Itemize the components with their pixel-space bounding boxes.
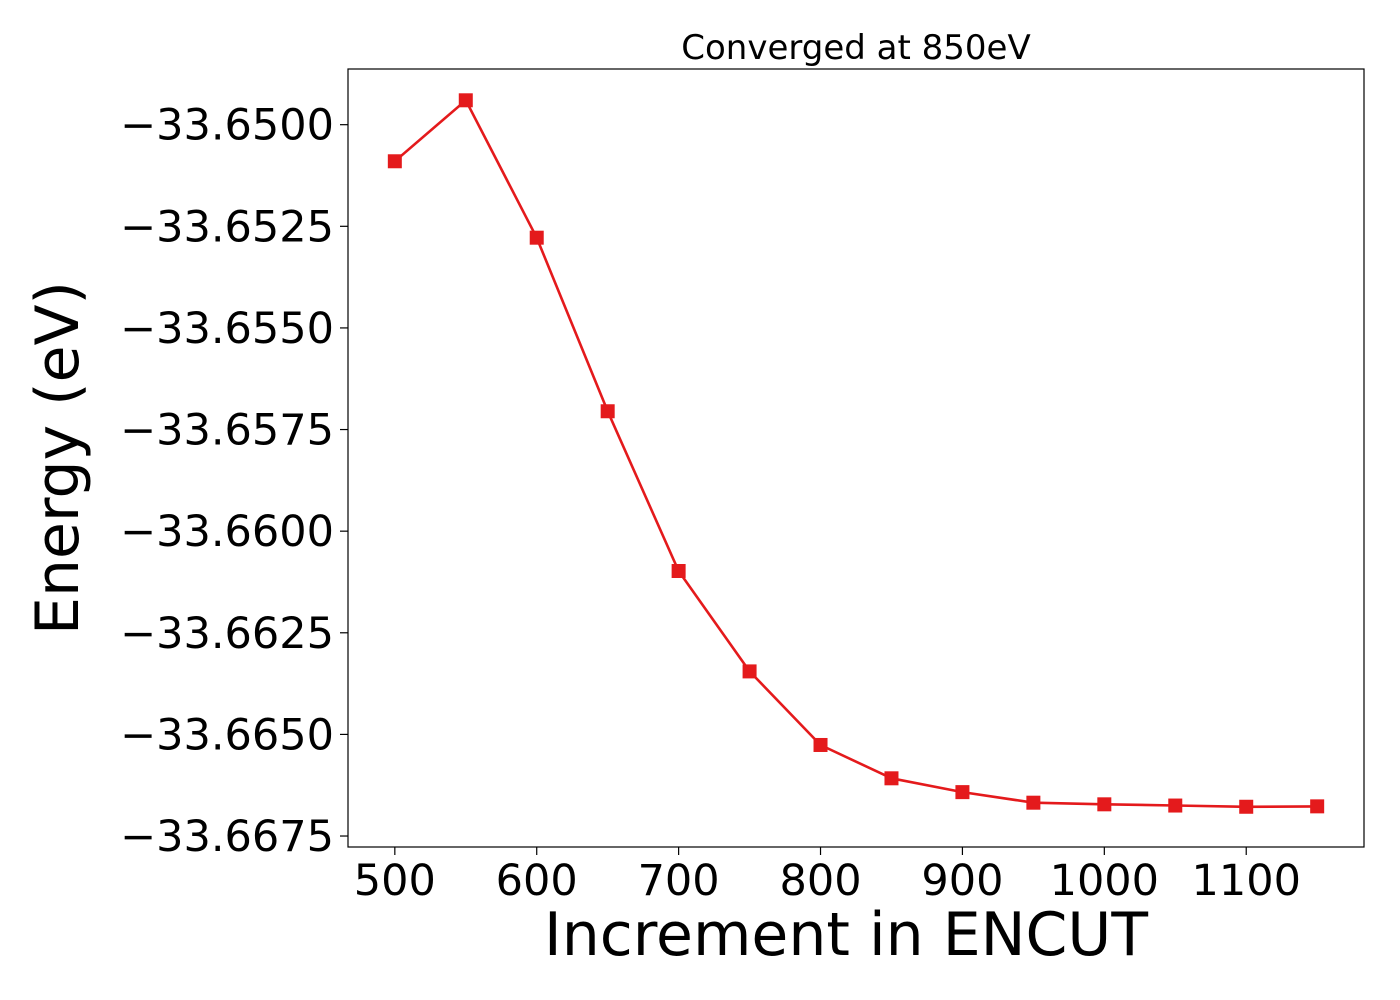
y-tick-label: −33.6525 xyxy=(120,202,334,252)
data-point-marker xyxy=(458,93,473,108)
y-tick-label: −33.6675 xyxy=(120,812,334,862)
y-tick-label: −33.6550 xyxy=(120,304,334,354)
x-tick-label: 1000 xyxy=(1050,856,1159,906)
plot-area xyxy=(347,68,1365,848)
x-tick-label: 900 xyxy=(921,856,1003,906)
data-point-marker xyxy=(955,785,970,800)
data-point-marker xyxy=(1026,795,1041,810)
series-line xyxy=(393,99,1318,809)
data-point-marker xyxy=(1097,797,1112,812)
data-point-marker xyxy=(600,404,615,419)
data-point-marker xyxy=(742,664,757,679)
data-point-marker xyxy=(387,154,402,169)
y-tick-label: −33.6575 xyxy=(120,406,334,456)
data-point-marker xyxy=(813,737,828,752)
data-point-marker xyxy=(671,564,686,579)
data-point-marker xyxy=(884,771,899,786)
x-tick-label: 500 xyxy=(354,856,436,906)
data-point-marker xyxy=(1168,798,1183,813)
x-tick-label: 800 xyxy=(779,856,861,906)
y-axis-label: Energy (eV) xyxy=(23,281,93,635)
x-tick-label: 600 xyxy=(496,856,578,906)
y-tick-label: −33.6600 xyxy=(120,507,334,557)
data-point-marker xyxy=(529,230,544,245)
x-axis: 500 600 700 800 900 1000 1100 xyxy=(354,847,1301,906)
x-axis-label: Increment in ENCUT xyxy=(544,900,1148,970)
data-point-marker xyxy=(1239,799,1254,814)
y-tick-label: −33.6625 xyxy=(120,609,334,659)
y-tick-label: −33.6650 xyxy=(120,710,334,760)
series-group xyxy=(387,93,1325,814)
chart-title: Converged at 850eV xyxy=(681,28,1030,68)
y-tick-label: −33.6500 xyxy=(120,101,334,151)
y-axis: −33.6500 −33.6525 −33.6550 −33.6575 −33.6600… xyxy=(120,101,348,862)
data-point-marker xyxy=(1310,799,1325,814)
x-tick-label: 1100 xyxy=(1192,856,1301,906)
x-tick-label: 700 xyxy=(638,856,720,906)
